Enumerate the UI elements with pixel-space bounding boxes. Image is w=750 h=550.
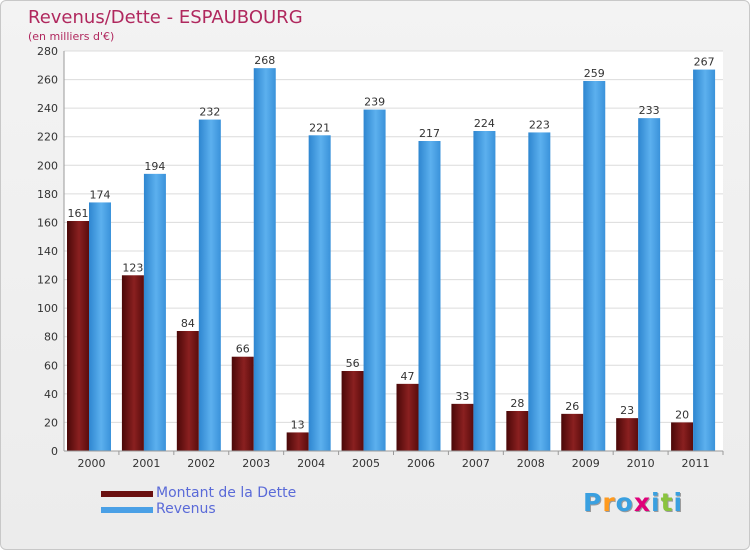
bar-dette — [451, 403, 474, 451]
y-tick-label: 80 — [44, 331, 58, 344]
value-label-dette: 13 — [291, 418, 305, 431]
bar-revenus — [143, 173, 166, 451]
x-tick-label: 2000 — [77, 457, 105, 470]
bar-dette — [616, 418, 639, 451]
value-label-revenus: 217 — [419, 127, 440, 140]
value-label-revenus: 268 — [254, 54, 275, 67]
y-tick-label: 120 — [37, 274, 58, 287]
logo-letter: x — [633, 488, 651, 517]
value-label-revenus: 232 — [199, 106, 220, 119]
y-tick-label: 260 — [37, 74, 58, 87]
bar-dette — [121, 275, 144, 451]
bar-dette — [561, 413, 584, 451]
legend-swatch-dette — [101, 491, 153, 497]
value-label-revenus: 223 — [529, 118, 550, 131]
chart-subtitle: (en milliers d'€) — [28, 30, 115, 43]
bar-revenus — [198, 119, 221, 452]
x-tick-label: 2010 — [627, 457, 655, 470]
x-tick-label: 2005 — [352, 457, 380, 470]
bars — [67, 68, 716, 452]
y-tick-label: 220 — [37, 131, 58, 144]
y-tick-label: 40 — [44, 388, 58, 401]
bar-revenus — [693, 69, 716, 452]
y-tick-label: 240 — [37, 102, 58, 115]
value-label-revenus: 259 — [584, 67, 605, 80]
value-label-revenus: 239 — [364, 96, 385, 109]
bar-dette — [286, 432, 309, 451]
x-tick-label: 2001 — [132, 457, 160, 470]
value-label-dette: 23 — [620, 404, 634, 417]
y-tick-label: 60 — [44, 359, 58, 372]
value-label-dette: 28 — [510, 397, 524, 410]
x-tick-label: 2003 — [242, 457, 270, 470]
grid-lines — [64, 50, 723, 452]
x-tick-label: 2002 — [187, 457, 215, 470]
bar-revenus — [473, 131, 496, 451]
x-tick-label: 2004 — [297, 457, 325, 470]
bar-dette — [396, 383, 419, 451]
x-tick-label: 2008 — [517, 457, 545, 470]
y-tick-label: 280 — [37, 45, 58, 58]
bar-revenus — [363, 109, 386, 452]
bar-revenus — [583, 81, 606, 451]
bar-dette — [506, 411, 529, 451]
logo-letter: o — [615, 488, 634, 517]
bar-revenus — [528, 132, 551, 451]
chart-title: Revenus/Dette - ESPAUBOURG — [28, 7, 303, 28]
bar-dette — [671, 422, 694, 451]
value-label-dette: 47 — [401, 370, 415, 383]
value-label-dette: 66 — [236, 343, 250, 356]
logo-letter: P — [583, 488, 603, 517]
value-label-dette: 20 — [675, 408, 689, 421]
x-tick-label: 2009 — [572, 457, 600, 470]
value-label-dette: 84 — [181, 317, 195, 330]
bar-revenus — [638, 118, 661, 452]
value-label-revenus: 221 — [309, 121, 330, 134]
logo-letter: i — [673, 488, 684, 517]
y-tick-label: 180 — [37, 188, 58, 201]
x-tick-label: 2006 — [407, 457, 435, 470]
bar-revenus — [418, 141, 441, 451]
legend-label-dette: Montant de la Dette — [156, 485, 297, 501]
bar-revenus — [308, 135, 331, 452]
value-label-revenus: 267 — [694, 56, 715, 69]
value-label-dette: 56 — [346, 357, 360, 370]
value-label-revenus: 233 — [639, 104, 660, 117]
logo-letter: i — [651, 488, 661, 517]
logo-letter: t — [660, 488, 674, 517]
value-label-revenus: 194 — [144, 160, 165, 173]
y-tick-label: 20 — [44, 416, 58, 429]
x-tick-label: 2011 — [682, 457, 710, 470]
bar-dette — [341, 371, 364, 451]
legend-swatch-revenus — [101, 507, 153, 513]
y-tick-label: 0 — [51, 445, 58, 458]
bar-revenus — [253, 68, 276, 452]
y-tick-label: 140 — [37, 245, 58, 258]
value-label-dette: 161 — [68, 207, 89, 220]
bar-dette — [176, 331, 199, 451]
value-label-revenus: 224 — [474, 117, 495, 130]
logo-letter: r — [602, 488, 616, 517]
x-axis: 2000 2001 2002 2003 2004 2005 2006 2007 2008 2009… — [64, 450, 724, 470]
value-label-revenus: 174 — [90, 188, 111, 201]
y-tick-label: 100 — [37, 302, 58, 315]
bar-dette — [67, 221, 89, 451]
legend-label-revenus: Revenus — [156, 501, 216, 517]
value-label-dette: 33 — [455, 390, 469, 403]
value-label-dette: 123 — [122, 261, 143, 274]
y-tick-label: 160 — [37, 216, 58, 229]
x-tick-label: 2007 — [462, 457, 490, 470]
y-axis: 0 20 40 60 80 100 120 140 160 180 200 220 240 260 280 — [37, 45, 65, 458]
y-tick-label: 200 — [37, 159, 58, 172]
bar-dette — [231, 356, 254, 451]
value-label-dette: 26 — [565, 400, 579, 413]
bar-revenus — [89, 202, 111, 451]
proxiti-logo: Proxiti — [583, 488, 683, 517]
